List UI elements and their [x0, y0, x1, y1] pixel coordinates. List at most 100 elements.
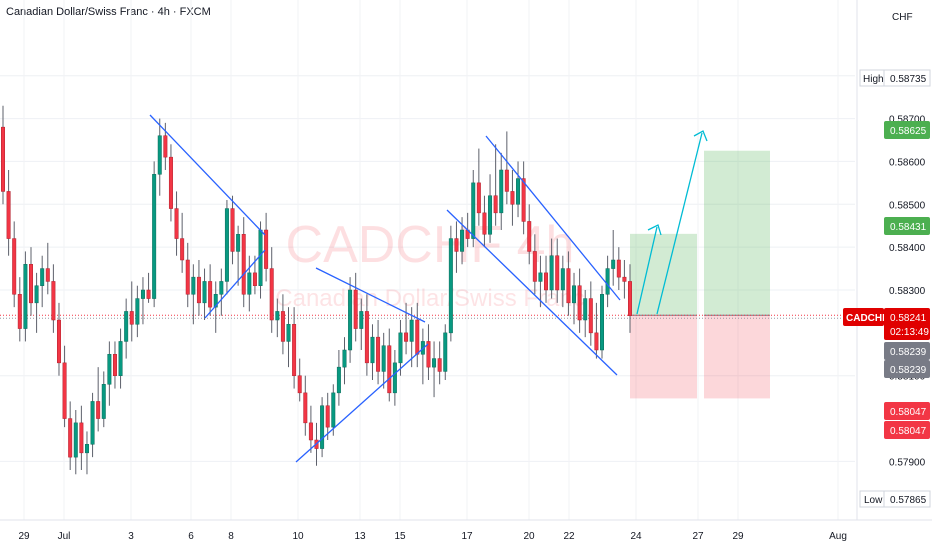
candle-body-up [236, 234, 241, 252]
candle [1, 105, 5, 205]
candle [180, 212, 185, 273]
candle-body-down [280, 311, 285, 342]
pattern-drawings[interactable] [149, 114, 708, 463]
stop2-price-value: 0.58047 [890, 426, 927, 437]
candle-body-down [174, 208, 179, 239]
candle-body-down [62, 362, 67, 419]
candle [297, 358, 302, 402]
x-tick-label: 17 [461, 531, 473, 542]
candle-body-down [12, 238, 17, 295]
candle [112, 341, 117, 389]
candle [392, 350, 397, 406]
bid-price-tag [884, 342, 930, 360]
candle [409, 307, 414, 368]
candle-body-down [180, 238, 185, 261]
pattern-trendline[interactable] [149, 114, 266, 236]
candle-body-up [605, 268, 610, 295]
candle-body-up [336, 366, 341, 394]
target-arrow-1[interactable] [636, 226, 658, 315]
candle [185, 242, 190, 308]
candle-body-up [320, 405, 325, 449]
candle [140, 277, 145, 325]
candle-body-down [297, 375, 302, 394]
axis-currency: CHF [892, 12, 913, 23]
candle [68, 401, 73, 470]
current-symbol: CADCHF [846, 313, 888, 324]
candle [241, 217, 246, 308]
candle [152, 161, 157, 308]
candle [404, 302, 409, 355]
price-axis[interactable]: 0.588000.587000.586000.585000.584000.583… [843, 0, 932, 520]
target1-price-tag [884, 217, 930, 235]
x-tick-label: 13 [354, 531, 366, 542]
pattern-trendline[interactable] [485, 135, 621, 301]
candle-body-down [196, 276, 201, 304]
candle [23, 251, 28, 342]
candle-body-down [493, 195, 498, 214]
candles [1, 105, 632, 475]
candle [628, 264, 632, 333]
candle-body-up [342, 349, 347, 368]
candle-body-down [577, 285, 582, 321]
candle [84, 431, 89, 475]
pattern-trendline[interactable] [295, 343, 429, 463]
candle [448, 225, 453, 342]
y-tick-label: 0.57900 [889, 457, 926, 468]
y-tick-label: 0.58300 [889, 286, 926, 297]
candle-body-up [409, 319, 414, 342]
candle-body-down [79, 422, 84, 454]
candle [381, 332, 386, 389]
candle-body-down [129, 311, 134, 325]
candle-body-down [96, 401, 101, 419]
candle [325, 392, 330, 440]
candle [303, 375, 308, 436]
pattern-trendline[interactable] [446, 209, 618, 376]
stop1-price-value: 0.58047 [890, 407, 927, 418]
x-tick-label: 20 [523, 531, 535, 542]
candle-body-down [269, 268, 274, 321]
candle [544, 255, 549, 303]
x-tick-label: 3 [128, 531, 134, 542]
high-value: 0.58735 [890, 74, 927, 85]
candle [471, 170, 476, 248]
candle-body-down [622, 276, 627, 282]
candle [196, 260, 201, 316]
candle-body-down [510, 191, 515, 205]
profit-zone[interactable] [704, 150, 770, 316]
candle-body-down [415, 319, 420, 355]
candle [560, 255, 565, 308]
candle [359, 298, 364, 350]
candle-body-up [247, 272, 252, 295]
target-arrow-2[interactable] [656, 132, 703, 315]
stop2-price-tag [884, 421, 930, 439]
chart-title: Canadian Dollar/Swiss Franc · 4h · FXCM [6, 6, 211, 18]
candle-body-up [107, 354, 112, 385]
candle [611, 230, 616, 286]
pattern-trendline[interactable] [315, 267, 426, 323]
profit-zone[interactable] [630, 233, 697, 316]
trade-boxes[interactable] [630, 150, 770, 399]
candle [79, 405, 84, 470]
candle-body-up [516, 178, 521, 205]
candle-body-up [275, 311, 280, 321]
x-tick-label: 29 [18, 531, 30, 542]
candle-body-up [101, 384, 106, 419]
candle-body-down [17, 294, 22, 329]
x-tick-label: 8 [228, 531, 234, 542]
pattern-trendline[interactable] [204, 249, 266, 319]
candle [521, 161, 526, 235]
candle [96, 367, 101, 432]
candle-body-up [140, 289, 145, 299]
time-axis[interactable]: 29 Jul 3 6 8 10 13 15 17 20 22 24 27 29 Aug [0, 519, 932, 550]
candle-body-down [594, 332, 599, 351]
stop-zone[interactable] [704, 315, 770, 399]
x-tick-label: 15 [394, 531, 406, 542]
candle-body-up [213, 294, 218, 308]
candle-body-up [560, 268, 565, 291]
candle-body-down [544, 272, 549, 291]
candle [443, 324, 448, 380]
candle-body-down [437, 358, 442, 372]
stop-zone[interactable] [630, 315, 697, 399]
candle [594, 302, 599, 359]
